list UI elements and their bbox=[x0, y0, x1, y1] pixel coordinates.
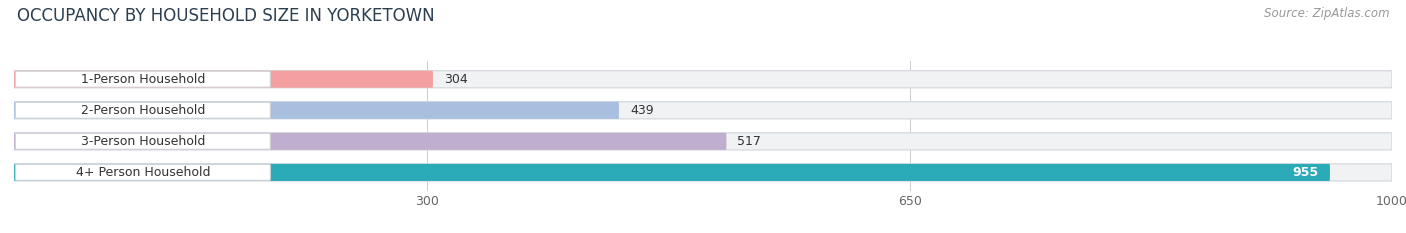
FancyBboxPatch shape bbox=[15, 164, 270, 180]
Text: 2-Person Household: 2-Person Household bbox=[80, 104, 205, 117]
Text: 955: 955 bbox=[1292, 166, 1319, 179]
Text: 517: 517 bbox=[738, 135, 761, 148]
Text: 1-Person Household: 1-Person Household bbox=[80, 73, 205, 86]
FancyBboxPatch shape bbox=[14, 102, 619, 119]
Text: OCCUPANCY BY HOUSEHOLD SIZE IN YORKETOWN: OCCUPANCY BY HOUSEHOLD SIZE IN YORKETOWN bbox=[17, 7, 434, 25]
FancyBboxPatch shape bbox=[14, 71, 433, 88]
Text: 439: 439 bbox=[630, 104, 654, 117]
FancyBboxPatch shape bbox=[14, 133, 727, 150]
Text: 304: 304 bbox=[444, 73, 468, 86]
FancyBboxPatch shape bbox=[14, 164, 1392, 181]
FancyBboxPatch shape bbox=[14, 102, 1392, 119]
FancyBboxPatch shape bbox=[14, 164, 1330, 181]
Text: 3-Person Household: 3-Person Household bbox=[80, 135, 205, 148]
FancyBboxPatch shape bbox=[14, 71, 1392, 88]
FancyBboxPatch shape bbox=[15, 102, 270, 118]
FancyBboxPatch shape bbox=[15, 71, 270, 87]
Text: 4+ Person Household: 4+ Person Household bbox=[76, 166, 209, 179]
FancyBboxPatch shape bbox=[14, 133, 1392, 150]
Text: Source: ZipAtlas.com: Source: ZipAtlas.com bbox=[1264, 7, 1389, 20]
FancyBboxPatch shape bbox=[15, 134, 270, 149]
